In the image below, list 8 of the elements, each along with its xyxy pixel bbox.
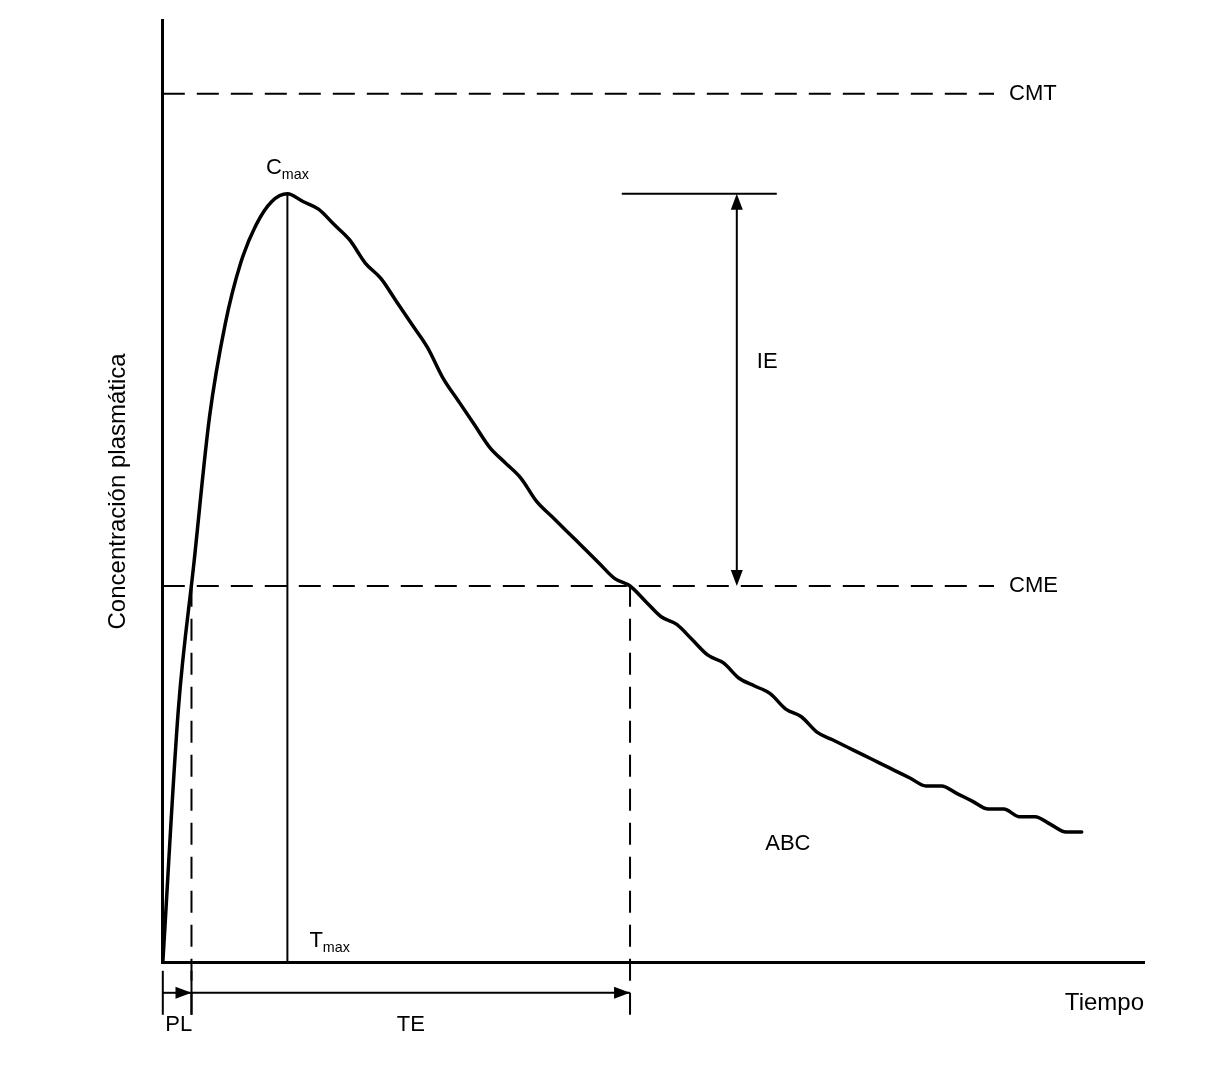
- ref-line-label: CMT: [1009, 79, 1057, 105]
- y-axis-title: Concentración plasmática: [103, 352, 131, 630]
- x-axis-title: Tiempo: [1064, 988, 1144, 1016]
- annotation: ABC: [765, 829, 811, 855]
- annotation: IE: [756, 347, 778, 373]
- text: TE: [396, 1010, 425, 1036]
- text: PL: [165, 1010, 193, 1036]
- ref-line-label: CME: [1009, 572, 1058, 598]
